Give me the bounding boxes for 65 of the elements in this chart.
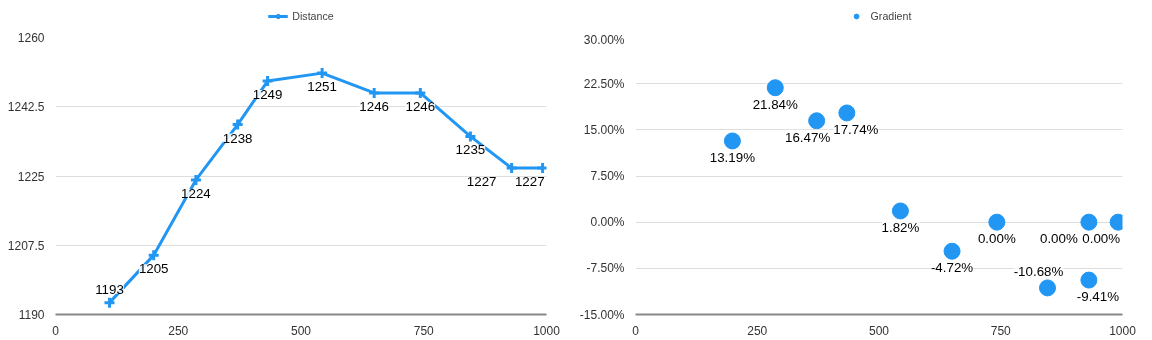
point	[1039, 279, 1056, 297]
data-label: 0.00%	[1082, 231, 1121, 247]
data-label: 1246	[359, 98, 389, 114]
data-label: 1224	[181, 185, 212, 201]
x-tick-label: 250	[168, 323, 189, 338]
point	[891, 202, 909, 220]
y-tick-label: 1207.5	[7, 238, 45, 253]
point	[147, 248, 161, 262]
y-tick-label: 1190	[18, 308, 45, 322]
y-tick-label: 0.00%	[590, 215, 625, 230]
data-label: -10.68%	[1013, 263, 1064, 279]
data-label: 1205	[138, 261, 169, 277]
point	[838, 104, 856, 122]
point	[505, 161, 519, 175]
x-tick-label: 500	[868, 323, 890, 338]
x-tick-label: 0	[632, 323, 640, 338]
x-tick-label: 1000	[533, 323, 561, 338]
data-label: 1249	[252, 87, 283, 103]
y-tick-label: 1225	[17, 169, 45, 184]
data-label: 1.82%	[881, 219, 920, 235]
data-label: 1227	[466, 174, 497, 190]
data-label: 1227	[514, 174, 545, 190]
y-tick-label: 22.50%	[583, 76, 625, 91]
data-label: -4.72%	[930, 260, 974, 276]
point	[1080, 271, 1098, 289]
point	[766, 79, 784, 97]
legend-label: Distance	[292, 10, 334, 22]
point	[189, 173, 203, 187]
data-label: 1246	[405, 98, 436, 114]
data-label: 16.47%	[785, 129, 831, 145]
y-tick-label: 1242.5	[7, 100, 45, 115]
x-tick-label: 250	[747, 323, 768, 338]
x-tick-label: 1000	[1109, 323, 1137, 338]
data-label: 1235	[455, 142, 486, 158]
point	[463, 129, 477, 143]
y-tick-label: 30.00%	[583, 32, 625, 47]
y-tick-label: 7.50%	[590, 169, 625, 183]
data-label: -9.41%	[1076, 289, 1120, 305]
y-tick-label: -15.00%	[579, 307, 625, 322]
x-tick-label: 750	[413, 323, 435, 338]
point	[367, 86, 381, 100]
x-tick-label: 750	[990, 323, 1012, 338]
point	[808, 112, 826, 130]
data-label: 0.00%	[977, 231, 1016, 247]
point	[943, 242, 961, 260]
y-tick-label: 1260	[17, 31, 45, 45]
data-label: 21.84%	[752, 96, 799, 112]
data-label: 1251	[307, 79, 337, 95]
legend-label: Gradient	[870, 10, 912, 22]
point	[723, 132, 741, 150]
y-tick-label: -7.50%	[586, 261, 625, 276]
data-label: 1193	[95, 281, 124, 297]
x-tick-label: 500	[290, 323, 312, 338]
x-tick-label: 0	[52, 323, 60, 338]
point	[413, 86, 427, 100]
point	[231, 118, 245, 132]
point	[1080, 213, 1098, 231]
data-label: 0.00%	[1040, 231, 1078, 247]
data-label: 13.19%	[709, 149, 756, 165]
data-label: 17.74%	[833, 121, 879, 137]
y-tick-label: 15.00%	[583, 122, 625, 137]
point	[261, 74, 275, 88]
point	[988, 213, 1006, 231]
point	[315, 66, 329, 80]
data-label: 1238	[222, 130, 253, 146]
